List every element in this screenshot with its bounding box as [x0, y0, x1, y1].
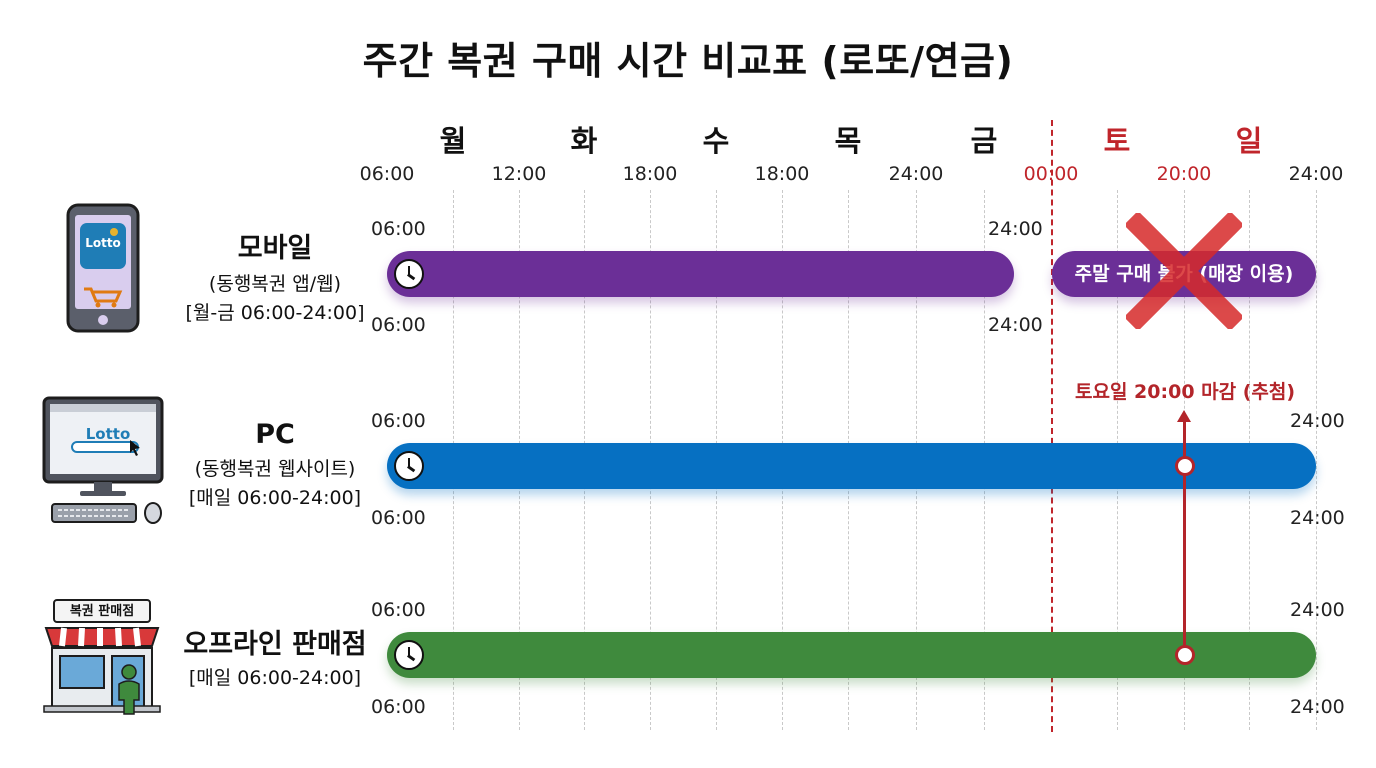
row-name: 오프라인 판매점 — [183, 629, 367, 660]
tick-label: 20:00 — [1156, 163, 1212, 185]
mobile-label-block: 모바일 (동행복권 앱/웹) [월-금 06:00-24:00] — [170, 226, 380, 325]
day-wed: 수 — [702, 124, 730, 158]
pc-bar — [387, 443, 1316, 489]
page-title: 주간 복권 구매 시간 비교표 (로또/연금) — [362, 39, 1014, 83]
clock-icon — [394, 259, 424, 289]
end-time: 24:00 — [1290, 507, 1345, 529]
row-sub: (동행복권 앱/웹) — [208, 273, 342, 295]
day-tue: 화 — [570, 124, 598, 158]
end-time: 24:00 — [988, 314, 1043, 336]
offline-label-block: 오프라인 판매점 [매일 06:00-24:00] — [170, 622, 380, 690]
deadline-line — [1183, 420, 1186, 656]
row-hours: [매일 06:00-24:00] — [188, 487, 362, 509]
day-fri: 금 — [970, 124, 998, 158]
end-time: 24:00 — [1290, 696, 1345, 718]
store-sign: 복권 판매점 — [69, 604, 135, 619]
start-time: 06:00 — [371, 218, 426, 240]
person-icon — [118, 664, 140, 715]
pc-label-block: PC (동행복권 웹사이트) [매일 06:00-24:00] — [170, 419, 380, 510]
app-logo: Lotto — [85, 236, 121, 250]
start-time: 06:00 — [371, 410, 426, 432]
start-time: 06:00 — [371, 507, 426, 529]
tick-label: 06:00 — [359, 163, 415, 185]
mobile-weekday-bar — [387, 251, 1014, 297]
end-time: 24:00 — [1290, 599, 1345, 621]
day-thu: 목 — [834, 124, 862, 158]
row-hours: [매일 06:00-24:00] — [188, 667, 362, 689]
row-sub: (동행복권 웹사이트) — [194, 458, 356, 480]
weekend-divider — [1051, 120, 1053, 732]
row-name: PC — [255, 419, 295, 450]
day-sat: 토 — [1103, 124, 1131, 158]
tick-label: 18:00 — [754, 163, 810, 185]
start-time: 06:00 — [371, 696, 426, 718]
tick-label: 12:00 — [491, 163, 547, 185]
offline-bar — [387, 632, 1316, 678]
arrow-up-icon — [1177, 410, 1191, 422]
deadline-label: 토요일 20:00 마감 (추첨) — [1075, 381, 1296, 403]
site-logo: Lotto — [85, 425, 131, 443]
day-mon: 월 — [439, 124, 467, 158]
start-time: 06:00 — [371, 314, 426, 336]
start-time: 06:00 — [371, 599, 426, 621]
desktop-computer-icon — [42, 396, 164, 496]
clock-icon — [394, 640, 424, 670]
keyboard-icon — [51, 502, 162, 524]
clock-icon — [394, 451, 424, 481]
tick-label: 24:00 — [888, 163, 944, 185]
tick-label: 24:00 — [1288, 163, 1344, 185]
end-time: 24:00 — [1290, 410, 1345, 432]
deadline-point — [1175, 645, 1195, 665]
tick-label: 18:00 — [622, 163, 678, 185]
day-sun: 일 — [1235, 124, 1263, 158]
deadline-point — [1175, 456, 1195, 476]
row-hours: [월-금 06:00-24:00] — [185, 302, 365, 324]
row-name: 모바일 — [237, 233, 313, 264]
cross-icon — [1126, 213, 1242, 329]
store-icon — [43, 599, 161, 713]
grid-line — [1316, 190, 1317, 730]
end-time: 24:00 — [988, 218, 1043, 240]
smartphone-icon — [66, 203, 140, 333]
